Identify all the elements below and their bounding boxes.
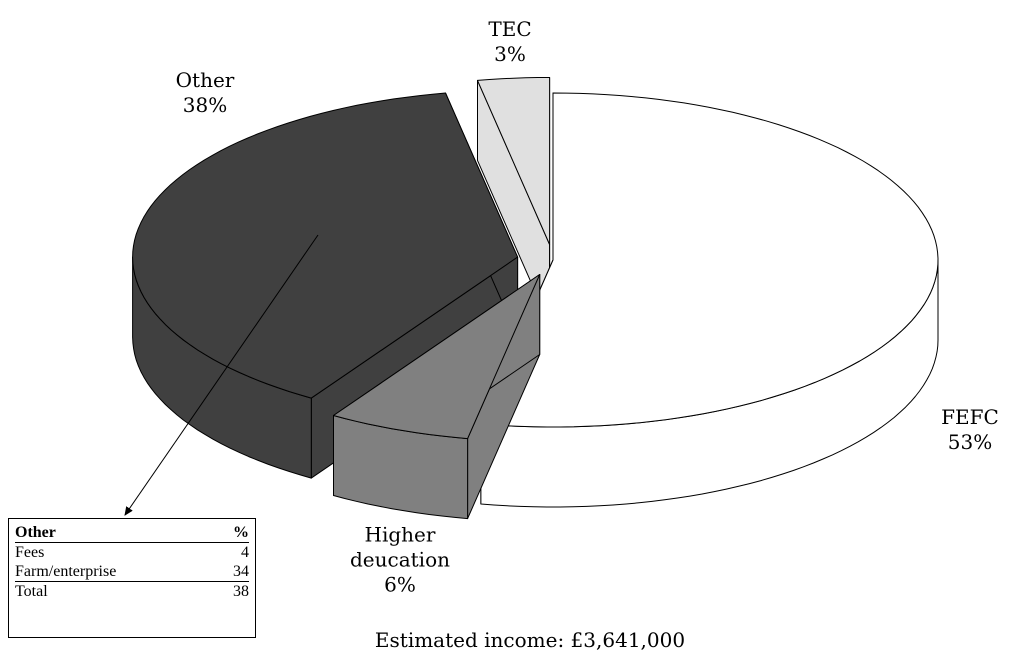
category-name: TEC xyxy=(488,17,532,41)
cell: 4 xyxy=(241,544,249,561)
table: Other% Fees 4 Farm/enterprise 34 Total 38 xyxy=(15,523,249,601)
other-breakdown-table: Other% Fees 4 Farm/enterprise 34 Total 38 xyxy=(8,518,256,638)
cell: % xyxy=(217,523,249,543)
slice-top xyxy=(333,274,541,440)
slice xyxy=(477,77,551,325)
table-total: Total 38 xyxy=(15,581,249,601)
slice xyxy=(333,274,541,520)
slice-label: Other 38% xyxy=(176,68,235,118)
cell: Farm/enterprise xyxy=(15,563,117,580)
slice-top xyxy=(480,92,939,428)
leader-arrow xyxy=(124,234,319,516)
table-row: Farm/enterprise 34 xyxy=(15,562,249,582)
value-label: 6% xyxy=(384,572,416,597)
value-label: 38% xyxy=(182,93,228,117)
cell: Other xyxy=(15,523,218,543)
cell: Fees xyxy=(15,544,45,561)
category-name: Higher deucation xyxy=(350,522,450,572)
slice-top xyxy=(477,77,551,245)
annotation: Estimated income: £3,641,000 xyxy=(374,628,686,652)
category-name: Other xyxy=(175,68,235,92)
slice-label: TEC 3% xyxy=(488,17,531,67)
cell: 38 xyxy=(217,581,249,601)
category-name: FEFC xyxy=(941,405,999,429)
slice-top xyxy=(132,92,519,399)
value-label: 53% xyxy=(947,430,993,454)
cell: 34 xyxy=(233,563,249,580)
slice-label: Higher deucation 6% xyxy=(345,523,455,598)
slice-label: FEFC 53% xyxy=(941,405,999,455)
table-header: Other% xyxy=(15,523,249,543)
cell: Total xyxy=(15,581,218,601)
value-label: 3% xyxy=(494,42,526,66)
table-row: Fees 4 xyxy=(15,543,249,563)
